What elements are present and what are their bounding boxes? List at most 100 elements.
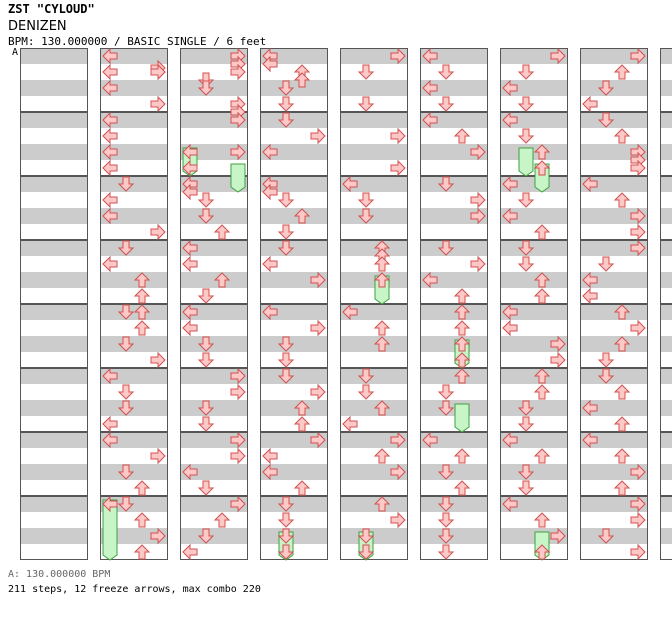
measure-border xyxy=(100,240,168,304)
arrow-down xyxy=(597,256,615,272)
beat-stripe xyxy=(420,208,488,224)
arrow-left xyxy=(262,255,278,273)
beat-stripe xyxy=(500,80,568,96)
beat-stripe xyxy=(660,144,672,160)
measure-border xyxy=(20,48,88,112)
beat-stripe xyxy=(100,368,168,384)
arrow-left xyxy=(102,143,118,161)
arrow-up xyxy=(613,304,631,320)
beat-stripe xyxy=(340,496,408,512)
arrow-left xyxy=(262,447,278,465)
beat-stripe xyxy=(180,528,248,544)
beat-stripe xyxy=(180,496,248,512)
beat-stripe xyxy=(660,336,672,352)
beat-stripe xyxy=(500,432,568,448)
arrow-right xyxy=(230,367,246,385)
measure-border xyxy=(580,112,648,176)
beat-stripe xyxy=(340,240,408,256)
beat-stripe xyxy=(420,400,488,416)
arrow-left xyxy=(582,175,598,193)
arrow-up xyxy=(613,448,631,464)
arrow-right xyxy=(230,63,246,81)
measure-border xyxy=(260,432,328,496)
step-chart xyxy=(20,47,672,561)
arrow-right xyxy=(310,319,326,337)
song-name: DENIZEN xyxy=(8,19,67,34)
beat-stripe xyxy=(100,272,168,288)
arrow-right xyxy=(310,271,326,289)
arrow-up xyxy=(533,544,551,560)
measure-border xyxy=(340,240,408,304)
beat-stripe xyxy=(660,496,672,512)
measure-border xyxy=(100,496,168,560)
measure-border xyxy=(20,368,88,432)
arrow-right xyxy=(150,351,166,369)
beat-stripe xyxy=(180,112,248,128)
arrow-up xyxy=(533,288,551,304)
arrow-right xyxy=(630,207,646,225)
arrow-down xyxy=(437,96,455,112)
arrow-left xyxy=(182,159,198,177)
beat-stripe xyxy=(100,112,168,128)
beat-stripe xyxy=(260,496,328,512)
measure-border xyxy=(420,176,488,240)
arrow-up xyxy=(213,224,231,240)
measure-border xyxy=(260,368,328,432)
arrow-up xyxy=(293,72,311,88)
measure-border xyxy=(340,48,408,112)
beat-stripe xyxy=(420,528,488,544)
arrow-up xyxy=(533,160,551,176)
arrow-right xyxy=(230,447,246,465)
arrow-left xyxy=(502,207,518,225)
beat-stripe xyxy=(500,496,568,512)
arrow-down xyxy=(197,400,215,416)
arrow-down xyxy=(437,544,455,560)
arrow-down xyxy=(277,112,295,128)
beat-stripe xyxy=(420,112,488,128)
chart-column xyxy=(20,48,88,560)
beat-stripe xyxy=(20,400,88,416)
measure-border xyxy=(20,112,88,176)
arrow-up xyxy=(453,352,471,368)
beat-stripe xyxy=(180,304,248,320)
beat-stripe xyxy=(180,368,248,384)
arrow-up xyxy=(613,384,631,400)
beat-stripe xyxy=(180,80,248,96)
beat-stripe xyxy=(500,400,568,416)
beat-stripe xyxy=(420,176,488,192)
arrow-left xyxy=(502,303,518,321)
arrow-up xyxy=(613,480,631,496)
arrow-left xyxy=(102,47,118,65)
beat-stripe xyxy=(580,304,648,320)
beat-stripe xyxy=(660,240,672,256)
beat-stripe xyxy=(580,272,648,288)
beat-stripe xyxy=(580,240,648,256)
arrow-right xyxy=(230,383,246,401)
beat-stripe xyxy=(500,208,568,224)
beat-stripe xyxy=(20,368,88,384)
arrow-left xyxy=(182,255,198,273)
measure-border xyxy=(500,112,568,176)
measure-border xyxy=(20,176,88,240)
measure-border xyxy=(420,304,488,368)
arrow-left xyxy=(102,367,118,385)
beat-stripe xyxy=(20,208,88,224)
arrow-down xyxy=(437,528,455,544)
arrow-right xyxy=(630,511,646,529)
measure-border xyxy=(180,432,248,496)
beat-stripe xyxy=(340,48,408,64)
arrow-left xyxy=(102,191,118,209)
beat-stripe xyxy=(340,272,408,288)
arrow-left xyxy=(182,543,198,561)
beat-stripe xyxy=(580,400,648,416)
arrow-down xyxy=(517,256,535,272)
beat-stripe xyxy=(660,80,672,96)
arrow-left xyxy=(102,63,118,81)
measure-border xyxy=(340,176,408,240)
beat-stripe xyxy=(660,272,672,288)
arrow-down xyxy=(277,96,295,112)
arrow-down xyxy=(517,192,535,208)
measure-border xyxy=(660,112,672,176)
measure-border xyxy=(20,496,88,560)
measure-border xyxy=(20,304,88,368)
